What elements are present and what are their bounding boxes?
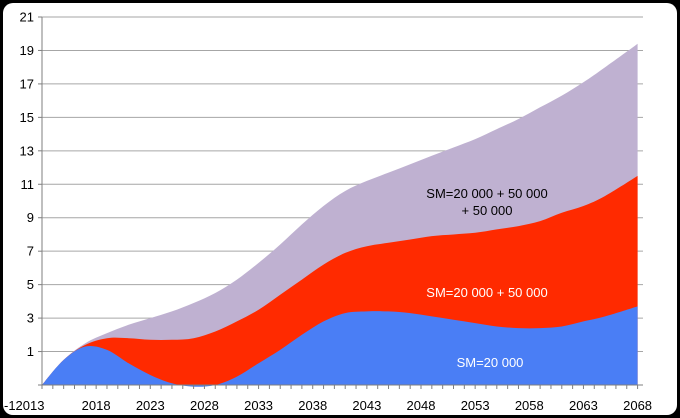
y-tick-label: 15	[20, 110, 34, 125]
x-tick-label: -12013	[4, 398, 44, 413]
area-label-series-1: SM=20 000	[457, 355, 524, 370]
x-tick-label: 2068	[623, 398, 652, 413]
y-tick-label: 11	[21, 177, 35, 192]
area-series-1	[42, 306, 638, 387]
y-tick-label: 17	[20, 76, 34, 91]
data-areas	[42, 43, 638, 387]
area-label-series-3: SM=20 000 + 50 000	[426, 186, 547, 201]
area-labels: SM=20 000 SM=20 000 + 50 000 SM=20 000 + 5…	[426, 186, 547, 370]
y-tick-label: 7	[27, 244, 34, 259]
x-tick-label: 2058	[515, 398, 544, 413]
y-tick-label: 1	[27, 344, 34, 359]
y-tick-label: 3	[27, 311, 34, 326]
area-label-series-3: + 50 000	[462, 203, 513, 218]
y-tick-label: 5	[27, 277, 34, 292]
y-tick-label: 21	[20, 10, 34, 25]
x-tick-label: 2023	[136, 398, 165, 413]
y-tick-label: 9	[27, 210, 34, 225]
x-tick-label: 2038	[298, 398, 327, 413]
x-tick-label: 2033	[244, 398, 273, 413]
x-tick-label: 2043	[352, 398, 381, 413]
area-label-series-2: SM=20 000 + 50 000	[426, 285, 547, 300]
y-tick-label: 19	[20, 43, 34, 58]
x-tick-label: 2063	[569, 398, 598, 413]
x-tick-label: 2053	[461, 398, 490, 413]
y-tick-label: 13	[20, 143, 34, 158]
x-tick-label: 2018	[82, 398, 111, 413]
x-tick-label: 2028	[190, 398, 219, 413]
x-tick-label: 2048	[407, 398, 436, 413]
